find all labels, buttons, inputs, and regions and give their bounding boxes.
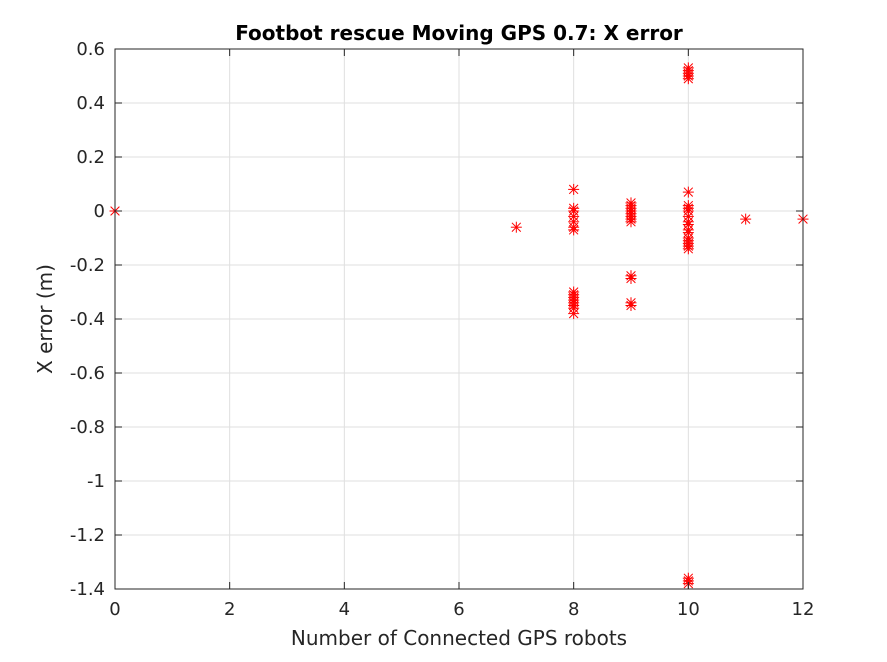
x-tick-label: 8 [568,599,579,620]
y-tick-label: -0.8 [70,417,105,438]
data-point [568,308,580,320]
y-tick-label: -0.4 [70,309,105,330]
data-point [625,273,637,284]
y-tick-label: -0.6 [70,363,105,384]
data-point [682,186,694,198]
y-tick-label: -1.4 [70,579,105,600]
x-tick-label: 4 [339,599,350,620]
data-markers [109,62,809,590]
data-point [625,216,637,228]
y-tick-label: 0.6 [76,39,105,60]
x-axis-label: Number of Connected GPS robots [291,626,627,650]
axis-ticks: 0 2 4 6 8 10 12 0.6 0.4 0.2 0 -0.2 -0.4 -0.6 -0.8 -1 -1.… [70,39,815,620]
y-tick-label: -0.2 [70,255,105,276]
x-tick-label: 12 [792,599,815,620]
chart-title: Footbot rescue Moving GPS 0.7: X error [235,21,683,45]
x-tick-label: 0 [109,599,120,620]
data-point [625,300,637,311]
data-point [682,243,694,255]
y-tick-label: 0 [94,201,105,222]
data-point [740,213,752,225]
data-point [568,183,580,195]
x-tick-label: 10 [677,599,700,620]
y-axis-label: X error (m) [33,264,57,374]
data-point [682,73,694,85]
x-tick-label: 2 [224,599,235,620]
y-tick-label: 0.4 [76,93,105,114]
x-tick-label: 6 [453,599,464,620]
y-tick-label: 0.2 [76,147,105,168]
y-tick-label: -1.2 [70,525,105,546]
data-point [568,224,580,236]
y-tick-label: -1 [87,471,105,492]
data-point [510,221,522,233]
